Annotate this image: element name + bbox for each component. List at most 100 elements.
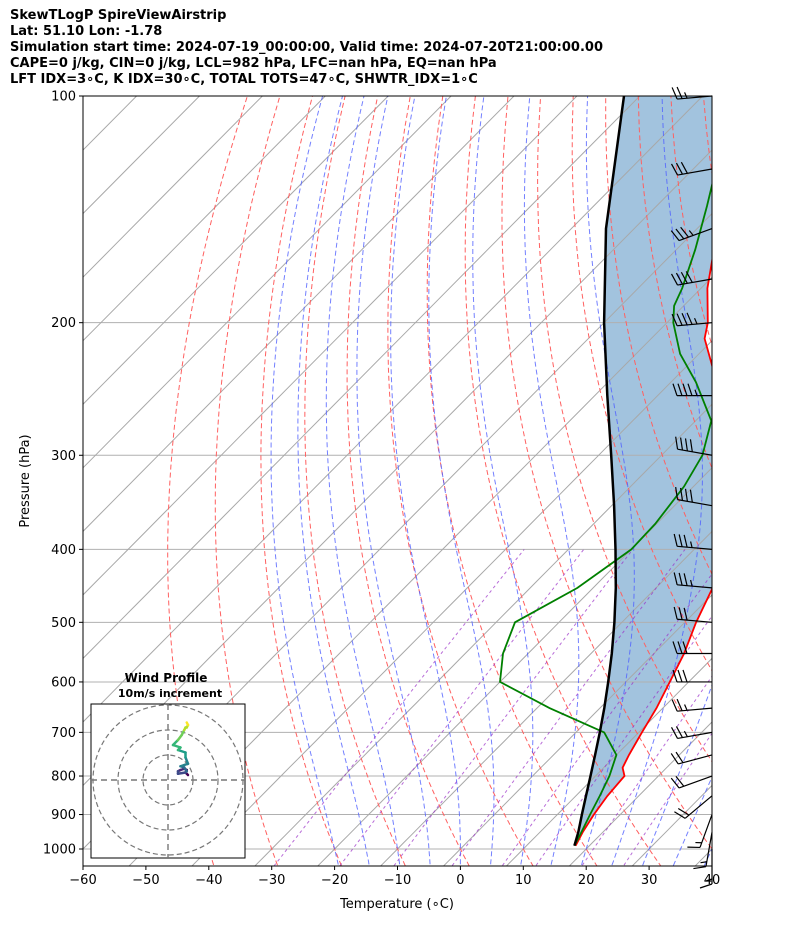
wind-barb-staff [677, 584, 713, 589]
wind-barb-staff [677, 168, 713, 176]
wind-barb [673, 533, 713, 550]
isotherm [83, 149, 712, 787]
mixing-ratio-line [622, 732, 712, 866]
inset-title: Wind Profile [125, 671, 208, 685]
wind-barb-flag [676, 313, 683, 326]
wind-barb-flag [675, 436, 679, 450]
wind-barb [672, 641, 712, 655]
wind-barb-half [693, 317, 698, 325]
dry-adiabat [605, 96, 712, 576]
wind-barb-flag [677, 669, 683, 683]
y-tick-label: 700 [51, 726, 76, 741]
wind-barb-flag [681, 313, 688, 326]
wind-barb-flag [673, 533, 678, 547]
x-tick-label: −30 [258, 873, 285, 888]
wind-barb-flag [670, 753, 679, 765]
title-line-2: Lat: 51.10 Lon: -1.78 [10, 24, 163, 39]
isotherm [0, 96, 74, 880]
x-tick-label: 20 [578, 873, 595, 888]
x-tick-label: 0 [456, 873, 464, 888]
temperature-line [574, 256, 712, 847]
title-line-1: SkewTLogP SpireViewAirstrip [10, 8, 227, 23]
wind-barb-flag [672, 383, 678, 396]
wind-barb-staff [677, 278, 713, 286]
x-tick-label: −40 [195, 873, 222, 888]
y-tick-label: 200 [51, 316, 76, 331]
wind-barb [670, 751, 713, 765]
dry-adiabat [501, 96, 712, 850]
y-tick-label: 500 [51, 616, 76, 631]
wind-barb [671, 312, 713, 327]
title-line-3: Simulation start time: 2024-07-19_00:00:… [10, 40, 603, 55]
wind-barb-flag [676, 698, 683, 711]
y-tick-label: 400 [51, 543, 76, 558]
wind-barb-half [684, 92, 688, 99]
wind-barb-half [688, 230, 694, 236]
moist-adiabat [390, 96, 461, 866]
wind-barb-flag [680, 271, 688, 284]
isotherm [83, 96, 515, 533]
wind-barb-staff [677, 448, 713, 456]
wind-barb-flag [682, 641, 688, 654]
dry-adiabat [464, 96, 662, 866]
x-tick-label: 10 [515, 873, 532, 888]
wind-barb-staff [678, 754, 713, 765]
moist-adiabat [270, 96, 340, 866]
moist-adiabat [672, 775, 712, 866]
wind-barb-staff [705, 832, 713, 867]
wind-barb [673, 606, 713, 623]
wind-barb-flag [680, 437, 684, 451]
hodograph-inset: Wind Profile 10m/s increment [90, 671, 246, 859]
wind-barb [670, 726, 713, 740]
wind-barb [673, 572, 713, 589]
y-tick-label: 800 [51, 770, 76, 785]
inset-subtitle: 10m/s increment [118, 687, 222, 700]
dry-adiabat [703, 96, 712, 177]
wind-barb-flag [683, 607, 688, 621]
wind-barb-flag [671, 313, 678, 326]
wind-barb-flag [689, 489, 693, 503]
wind-barb [670, 775, 713, 789]
wind-barb-half [700, 861, 707, 864]
dry-adiabat [346, 96, 470, 866]
wind-barb-half [683, 730, 688, 737]
inset-plot [91, 704, 245, 858]
wind-barb [675, 436, 713, 456]
wind-barb-half [690, 541, 693, 548]
dry-adiabat [260, 96, 343, 866]
dry-adiabat [769, 96, 794, 880]
wind-barb-flag [689, 439, 693, 452]
x-tick-label: 30 [641, 873, 658, 888]
wind-barb-flag [680, 161, 688, 174]
wind-barb-flag [687, 383, 693, 396]
x-tick-label: −50 [132, 873, 159, 888]
wind-barb-flag [670, 777, 680, 789]
wind-barb-flag [678, 572, 683, 586]
wind-barb-staff [678, 228, 713, 242]
wind-barb-flag [675, 487, 679, 500]
wind-barbs-layer [670, 86, 713, 889]
dry-adiabat [426, 96, 598, 866]
wind-barb-flag [675, 776, 685, 787]
moist-adiabat [356, 96, 431, 866]
wind-barb [687, 814, 713, 849]
isotherm [0, 96, 11, 880]
wind-barb-staff [677, 95, 713, 100]
y-tick-label: 900 [51, 808, 76, 823]
wind-barb-flag [686, 312, 693, 325]
y-tick-label: 1000 [43, 843, 76, 858]
wind-barb-staff [677, 731, 713, 740]
dry-adiabat [387, 96, 534, 866]
moist-adiabat [523, 96, 580, 866]
wind-barb-flag [683, 534, 688, 548]
wind-barb-flag [670, 163, 679, 176]
mixing-ratio-line [393, 549, 634, 866]
wind-barb-flag [675, 228, 685, 240]
dry-adiabat [736, 96, 794, 880]
wind-barb-flag [682, 669, 688, 683]
mixing-ratio-line [451, 549, 686, 866]
wind-barb-flag [675, 272, 683, 285]
hodograph-segment [185, 721, 190, 727]
wind-barb-flag [685, 271, 693, 283]
wind-barb-flag [674, 811, 686, 819]
